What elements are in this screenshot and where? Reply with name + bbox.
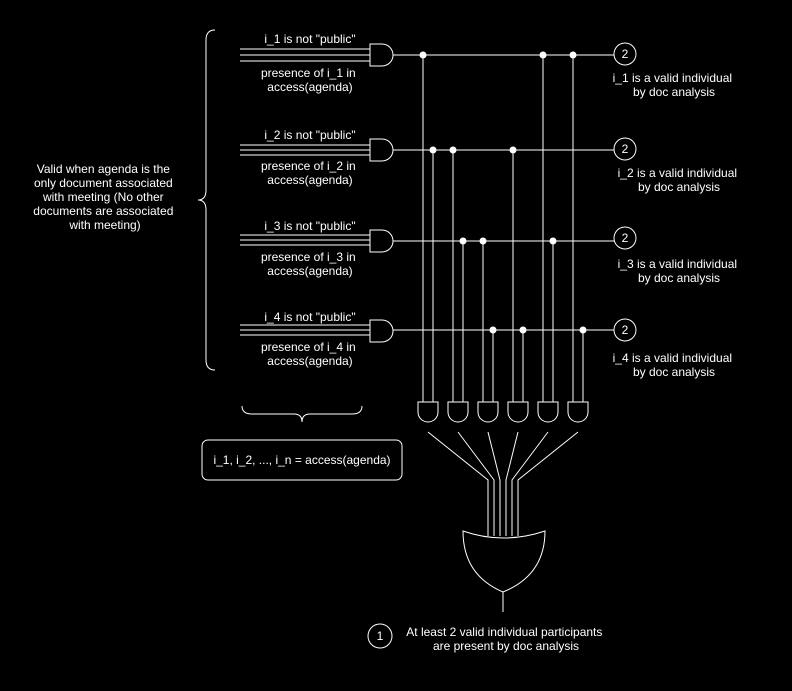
bundle-wire-4 [505, 431, 519, 536]
junction-dot-g6-in1 [569, 51, 577, 59]
row-4: i_4 is not "public" presence of i_4 in a… [240, 310, 736, 379]
junction-dot-g4-in2 [519, 326, 527, 334]
access-brace [241, 405, 363, 423]
row-4-badge [613, 318, 637, 342]
row-1-and-gate [369, 43, 394, 67]
junction-dot-g5-in1 [539, 51, 547, 59]
row-3-bottom-label: presence of i_3 in access(agenda) [261, 250, 359, 278]
row-2-bottom-label: presence of i_2 in access(agenda) [261, 159, 359, 187]
bundle-wire-2 [457, 431, 495, 536]
row-2: i_2 is not "public" presence of i_2 in a… [240, 128, 741, 194]
bundle-wire-6 [517, 431, 579, 536]
junction-dot-g3-in1 [479, 237, 487, 245]
row-1-top-label: i_1 is not "public" [264, 32, 355, 46]
or-gate [462, 530, 546, 593]
access-box-label: i_1, i_2, ..., i_n = access(agenda) [213, 453, 390, 467]
row-3-badge-number: 2 [622, 231, 629, 245]
bundle-wire-5 [511, 431, 549, 536]
pair-and-gate-4 [507, 401, 529, 423]
bundle-wire-3 [487, 431, 501, 536]
junction-dot-g6-in2 [579, 326, 587, 334]
junction-dot-g5-in2 [549, 237, 557, 245]
row-3-badge [613, 226, 637, 250]
bundle-wire-1 [427, 431, 489, 536]
bracket-note: Valid when agenda is the only document a… [33, 162, 176, 232]
junction-dot-g1-in2 [429, 146, 437, 154]
row-1-badge [613, 42, 637, 66]
row-4-and-gate [369, 319, 394, 343]
row-4-bottom-label: presence of i_4 in access(agenda) [261, 340, 359, 368]
access-box [201, 439, 403, 481]
row-2-result: i_2 is a valid individual by doc analysi… [618, 166, 741, 194]
row-1-bottom-label: presence of i_1 in access(agenda) [261, 66, 359, 94]
tap-wires-layer [419, 51, 587, 402]
row-1: i_1 is not "public" presence of i_1 in a… [240, 32, 736, 99]
rows-layer: i_1 is not "public" presence of i_1 in a… [240, 32, 741, 379]
row-2-badge [613, 137, 637, 161]
output-badge-number: 1 [377, 629, 384, 643]
junction-dot-g2-in1 [449, 146, 457, 154]
row-4-badge-number: 2 [622, 323, 629, 337]
junction-dot-g1-in1 [419, 51, 427, 59]
output-label: At least 2 valid individual participants… [406, 625, 605, 653]
junction-dot-g4-in1 [509, 146, 517, 154]
row-1-badge-number: 2 [622, 47, 629, 61]
row-3-top-label: i_3 is not "public" [264, 219, 355, 233]
pair-and-gate-2 [447, 401, 469, 423]
pair-gates-layer [417, 401, 589, 536]
row-2-badge-number: 2 [622, 142, 629, 156]
junction-dot-g3-in2 [489, 326, 497, 334]
pair-and-gate-3 [477, 401, 499, 423]
pair-and-gate-6 [567, 401, 589, 423]
row-4-top-label: i_4 is not "public" [264, 310, 355, 324]
row-1-result: i_1 is a valid individual by doc analysi… [613, 71, 736, 99]
junction-dot-g2-in2 [459, 237, 467, 245]
pair-and-gate-5 [537, 401, 559, 423]
output-badge [367, 623, 393, 649]
row-4-result: i_4 is a valid individual by doc analysi… [613, 351, 736, 379]
row-3-result: i_3 is a valid individual by doc analysi… [618, 257, 741, 285]
input-group-bracket [197, 29, 216, 371]
row-3-and-gate [369, 229, 394, 253]
row-2-top-label: i_2 is not "public" [264, 128, 355, 142]
row-3: i_3 is not "public" presence of i_3 in a… [240, 219, 741, 285]
row-2-and-gate [369, 138, 394, 162]
pair-and-gate-1 [417, 401, 439, 423]
